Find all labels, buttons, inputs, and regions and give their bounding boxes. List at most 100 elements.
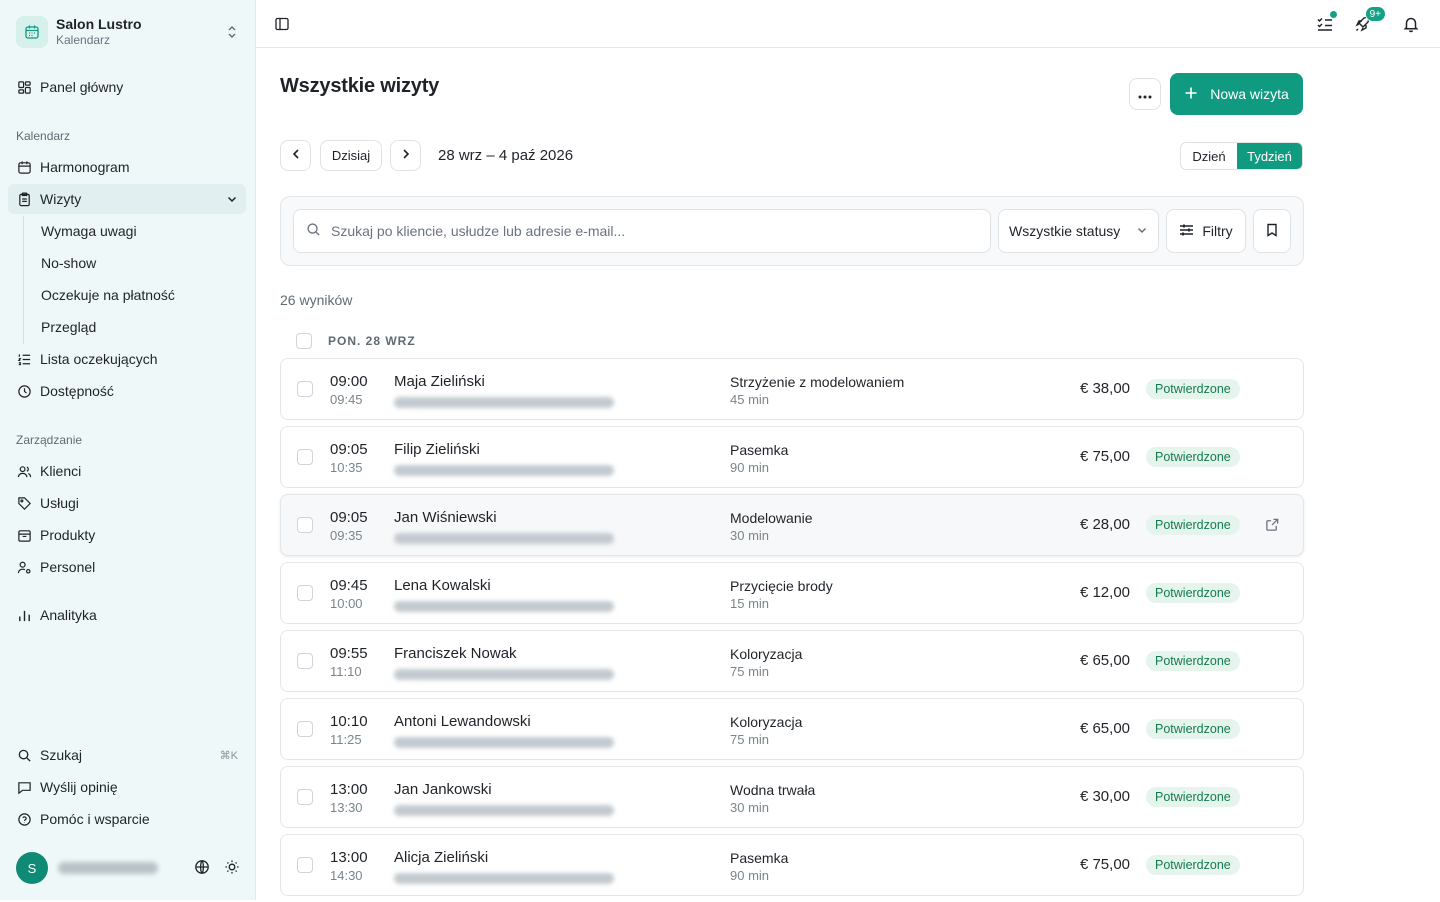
time-block: 09:05 09:35 <box>330 509 368 545</box>
sidebar-item-clients[interactable]: Klienci <box>8 456 246 486</box>
today-button[interactable]: Dzisiaj <box>320 140 382 171</box>
row-checkbox[interactable] <box>297 449 313 465</box>
bar-chart-icon <box>16 607 32 623</box>
start-time: 10:10 <box>330 713 368 730</box>
sidebar-item-search[interactable]: Szukaj ⌘K <box>8 740 246 770</box>
select-all-day-checkbox[interactable] <box>296 333 312 349</box>
sidebar-subitem-awaiting-payment[interactable]: Oczekuje na płatność <box>41 287 175 303</box>
day-label: PON. 28 WRZ <box>328 334 416 348</box>
sidebar-item-label: Pomóc i wsparcie <box>40 811 150 827</box>
client-name: Jan Jankowski <box>394 781 492 798</box>
price: € 65,00 <box>1079 652 1130 669</box>
row-checkbox[interactable] <box>297 789 313 805</box>
service-duration: 30 min <box>730 528 770 543</box>
prev-week-button[interactable] <box>280 140 311 171</box>
save-view-button[interactable] <box>1253 209 1291 253</box>
sidebar-subitem-needs-attention[interactable]: Wymaga uwagi <box>41 223 137 239</box>
new-appointment-button[interactable]: Nowa wizyta <box>1170 73 1303 115</box>
appointment-row[interactable]: 13:00 13:30 Jan Jankowski Wodna trwała 30 mi… <box>280 766 1304 828</box>
view-toggle: Dzień Tydzień <box>1180 142 1303 170</box>
submenu-guide-line <box>23 216 24 344</box>
status-badge: Potwierdzone <box>1146 515 1240 535</box>
row-checkbox[interactable] <box>297 721 313 737</box>
sidebar-subitem-overview[interactable]: Przegląd <box>41 319 97 335</box>
appointment-row[interactable]: 09:05 10:35 Filip Zieliński Pasemka 90 min € … <box>280 426 1304 488</box>
sidebar-item-label: Personel <box>40 559 96 575</box>
service-block: Pasemka 90 min <box>730 441 788 477</box>
view-day-button[interactable]: Dzień <box>1192 148 1226 164</box>
sidebar-item-staff[interactable]: Personel <box>8 552 246 582</box>
price: € 75,00 <box>1079 448 1130 465</box>
sidebar-item-services[interactable]: Usługi <box>8 488 246 518</box>
service-duration: 45 min <box>730 392 770 407</box>
client-email-redacted <box>394 873 614 884</box>
client-block: Jan Wiśniewski <box>394 509 614 544</box>
next-week-button[interactable] <box>390 140 421 171</box>
tasks-icon[interactable] <box>1314 10 1338 36</box>
sidebar-item-availability[interactable]: Dostępność <box>8 376 246 406</box>
list-ordered-icon <box>16 351 32 367</box>
sun-icon[interactable] <box>224 859 240 878</box>
client-email-redacted <box>394 533 614 544</box>
filters-label: Filtry <box>1202 223 1233 239</box>
sidebar-toggle-icon[interactable] <box>272 14 292 34</box>
workspace-module: Kalendarz <box>56 33 111 47</box>
users-icon <box>16 463 32 479</box>
topbar: 9+ <box>256 0 1440 48</box>
filters-button[interactable]: Filtry <box>1166 209 1246 253</box>
bell-icon[interactable] <box>1400 12 1422 36</box>
sidebar-item-schedule[interactable]: Harmonogram <box>8 152 246 182</box>
sidebar-item-analytics[interactable]: Analityka <box>8 600 246 630</box>
sidebar: Salon Lustro Kalendarz Panel główny Kale… <box>0 0 256 900</box>
price: € 12,00 <box>1079 584 1130 601</box>
view-week-button[interactable]: Tydzień <box>1237 143 1302 169</box>
user-menu[interactable]: S <box>8 848 248 888</box>
client-block: Alicja Zieliński <box>394 849 614 884</box>
sliders-icon <box>1179 223 1194 240</box>
sidebar-item-dashboard[interactable]: Panel główny <box>8 72 246 102</box>
status-badge: Potwierdzone <box>1146 719 1240 739</box>
sidebar-item-label: Wizyty <box>40 191 82 207</box>
sidebar-item-appointments[interactable]: Wizyty <box>8 184 246 214</box>
sidebar-item-feedback[interactable]: Wyślij opinię <box>8 772 246 802</box>
sidebar-subitem-no-show[interactable]: No-show <box>41 255 97 271</box>
appointment-row[interactable]: 13:00 14:30 Alicja Zieliński Pasemka 90 min €… <box>280 834 1304 896</box>
row-checkbox[interactable] <box>297 517 313 533</box>
clipboard-icon <box>16 191 32 207</box>
sidebar-item-help[interactable]: Pomóc i wsparcie <box>8 804 246 834</box>
row-checkbox[interactable] <box>297 653 313 669</box>
workspace-switcher[interactable]: Salon Lustro Kalendarz <box>8 8 248 56</box>
service-name: Strzyżenie z modelowaniem <box>730 374 905 390</box>
calendar-icon <box>16 16 48 48</box>
status-select[interactable]: Wszystkie statusy <box>998 209 1159 253</box>
status-badge: Potwierdzone <box>1146 787 1240 807</box>
bookmark-icon <box>1266 223 1278 240</box>
start-time: 09:05 <box>330 509 368 526</box>
sidebar-item-label: Klienci <box>40 463 82 479</box>
external-link-icon[interactable] <box>1265 517 1281 533</box>
day-group-header: PON. 28 WRZ <box>296 333 416 349</box>
sidebar-item-waitlist[interactable]: Lista oczekujących <box>8 344 246 374</box>
globe-icon[interactable] <box>194 859 210 878</box>
appointment-row[interactable]: 09:05 09:35 Jan Wiśniewski Modelowanie 30 mi… <box>280 494 1304 556</box>
search-input[interactable] <box>331 223 931 239</box>
section-label-calendar: Kalendarz <box>16 129 71 143</box>
appointment-row[interactable]: 09:00 09:45 Maja Zieliński Strzyżenie z mod… <box>280 358 1304 420</box>
status-badge: Potwierdzone <box>1146 855 1240 875</box>
row-checkbox[interactable] <box>297 857 313 873</box>
appointment-row[interactable]: 09:55 11:10 Franciszek Nowak Koloryzacja 75 … <box>280 630 1304 692</box>
appointment-row[interactable]: 09:45 10:00 Lena Kowalski Przycięcie brody 1… <box>280 562 1304 624</box>
service-name: Wodna trwała <box>730 782 816 798</box>
search-field[interactable] <box>293 209 991 253</box>
row-checkbox[interactable] <box>297 381 313 397</box>
more-options-button[interactable] <box>1129 78 1161 110</box>
client-name: Maja Zieliński <box>394 373 485 390</box>
sidebar-item-label: Analityka <box>40 607 97 623</box>
start-time: 09:45 <box>330 577 368 594</box>
sidebar-item-products[interactable]: Produkty <box>8 520 246 550</box>
appointment-row[interactable]: 10:10 11:25 Antoni Lewandowski Koloryzacja 7… <box>280 698 1304 760</box>
date-range-label: 28 wrz – 4 paź 2026 <box>438 147 574 164</box>
row-checkbox[interactable] <box>297 585 313 601</box>
price: € 75,00 <box>1079 856 1130 873</box>
rocket-icon[interactable]: 9+ <box>1352 6 1386 36</box>
